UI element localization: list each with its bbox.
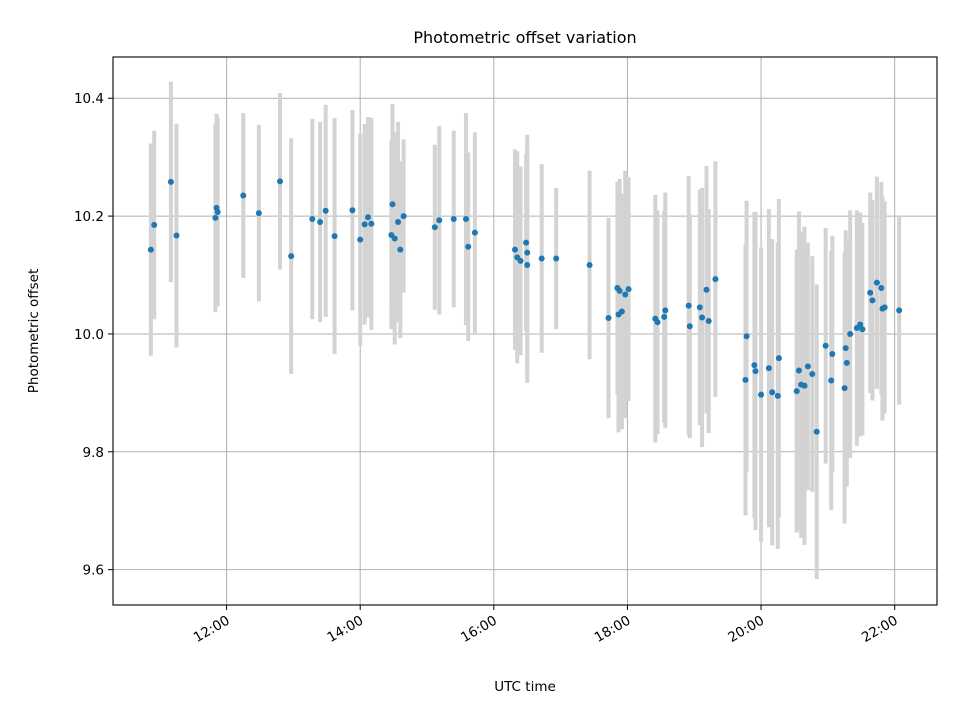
data-point: [167, 178, 174, 185]
data-point: [147, 246, 154, 253]
data-point: [869, 297, 876, 304]
data-point: [450, 216, 457, 223]
data-point: [654, 319, 661, 326]
data-point: [822, 342, 829, 349]
data-point: [775, 355, 782, 362]
data-point: [696, 304, 703, 311]
data-point: [758, 391, 765, 398]
data-point: [801, 382, 808, 389]
data-point: [361, 221, 368, 228]
data-point: [752, 368, 759, 375]
data-point: [368, 220, 375, 227]
data-point: [436, 217, 443, 224]
data-point: [212, 214, 219, 221]
data-point: [524, 249, 531, 256]
data-point: [524, 262, 531, 269]
data-point: [465, 243, 472, 250]
data-point: [431, 224, 438, 231]
data-point: [842, 345, 849, 352]
data-point: [774, 392, 781, 399]
data-point: [357, 236, 364, 243]
data-point: [857, 321, 864, 328]
data-point: [699, 314, 706, 321]
data-point: [255, 210, 262, 217]
data-point: [317, 218, 324, 225]
data-point: [214, 208, 221, 215]
data-point: [703, 286, 710, 293]
data-point: [804, 363, 811, 370]
data-point: [896, 307, 903, 314]
y-tick-label: 10.0: [74, 327, 104, 343]
data-point: [843, 359, 850, 366]
data-point: [523, 239, 530, 246]
y-tick-label: 10.4: [74, 91, 104, 107]
data-point: [662, 307, 669, 314]
data-point: [625, 286, 632, 293]
data-point: [397, 246, 404, 253]
data-point: [743, 333, 750, 340]
chart-title: Photometric offset variation: [413, 28, 636, 47]
data-point: [878, 284, 885, 291]
data-point: [151, 221, 158, 228]
data-point: [616, 287, 623, 294]
y-axis-label: Photometric offset: [26, 269, 42, 393]
data-point: [809, 371, 816, 378]
data-point: [240, 192, 247, 199]
data-point: [829, 350, 836, 357]
data-point: [765, 365, 772, 372]
data-point: [364, 214, 371, 221]
data-point: [331, 233, 338, 240]
data-point: [813, 428, 820, 435]
data-point: [288, 253, 295, 260]
data-point: [873, 279, 880, 286]
data-point: [391, 235, 398, 242]
data-point: [553, 255, 560, 262]
data-point: [742, 376, 749, 383]
data-point: [685, 302, 692, 309]
y-tick-label: 10.2: [74, 209, 104, 225]
y-tick-label: 9.6: [83, 563, 104, 579]
data-point: [400, 213, 407, 220]
data-point: [622, 291, 629, 298]
data-point: [712, 276, 719, 283]
data-point: [661, 313, 668, 320]
data-point: [867, 289, 874, 296]
data-point: [769, 389, 776, 396]
data-point: [618, 308, 625, 315]
data-point: [795, 367, 802, 374]
data-point: [859, 326, 866, 333]
data-point: [277, 178, 284, 185]
x-axis-label: UTC time: [494, 679, 556, 695]
data-point: [586, 262, 593, 269]
y-ticks: 9.6 9.8 10.0 10.2 10.4: [74, 91, 113, 579]
data-point: [517, 257, 524, 264]
data-point: [828, 377, 835, 384]
axes-frame: [112, 56, 938, 606]
data-point: [349, 207, 356, 214]
data-point: [471, 229, 478, 236]
data-point: [847, 330, 854, 337]
data-point: [881, 304, 888, 311]
data-point: [395, 218, 402, 225]
data-points: [147, 178, 903, 435]
data-point: [793, 388, 800, 395]
data-point: [686, 323, 693, 330]
data-point: [538, 255, 545, 262]
data-point: [605, 315, 612, 322]
data-point: [705, 317, 712, 324]
data-point: [173, 232, 180, 239]
data-point: [462, 216, 469, 223]
y-tick-label: 9.8: [83, 445, 104, 461]
data-point: [751, 362, 758, 369]
data-point: [841, 385, 848, 392]
data-point: [309, 216, 316, 223]
data-point: [511, 246, 518, 253]
data-point: [389, 201, 396, 208]
data-point: [322, 207, 329, 214]
